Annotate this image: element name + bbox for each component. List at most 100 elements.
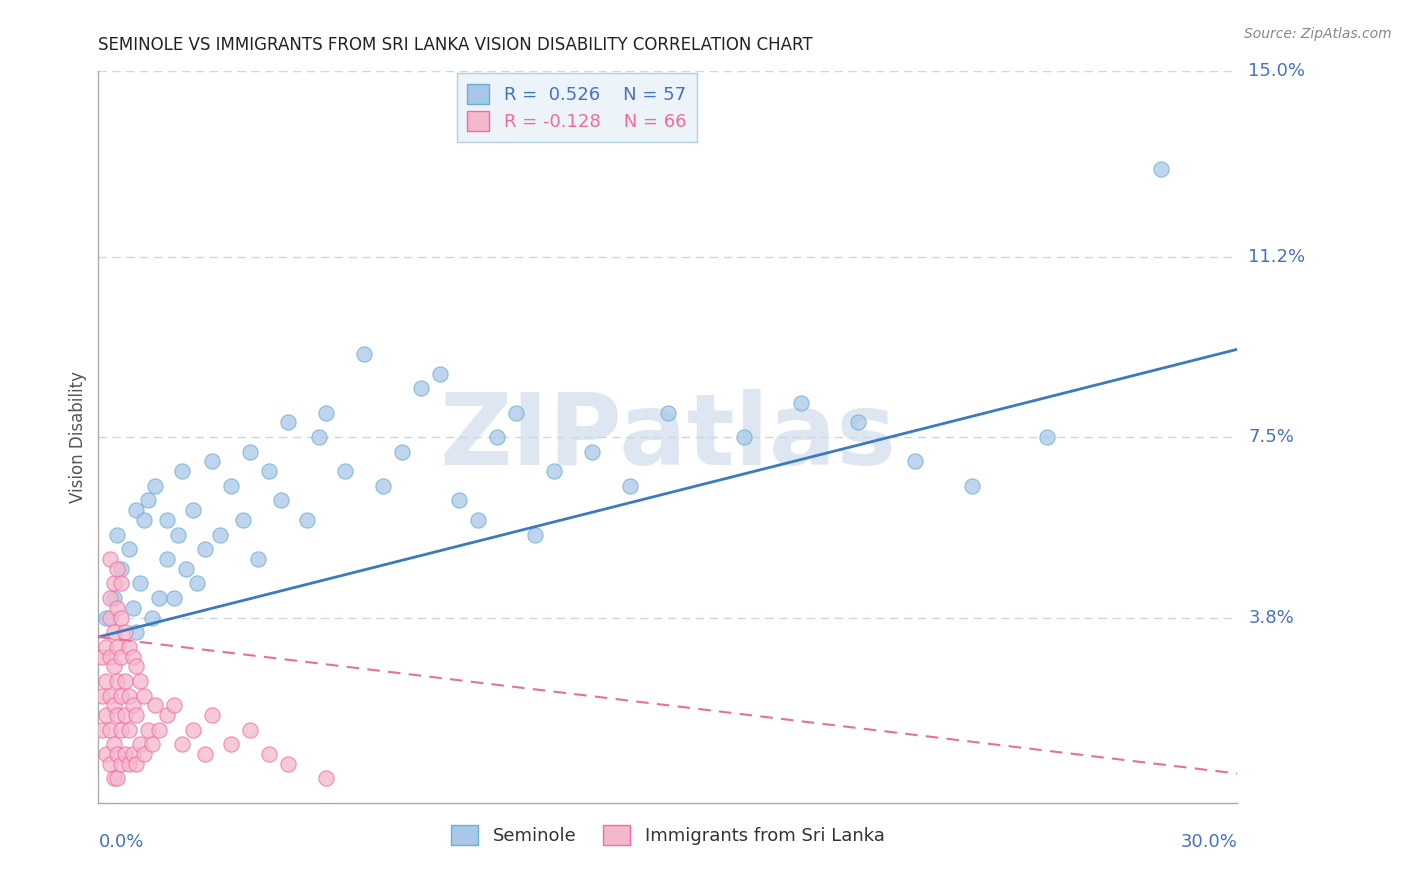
Point	[103, 576, 125, 591]
Point	[619, 479, 641, 493]
Point	[118, 723, 141, 737]
Point	[114, 747, 136, 761]
Point	[239, 444, 262, 458]
Point	[194, 542, 217, 557]
Point	[201, 454, 224, 468]
Point	[186, 576, 208, 591]
Point	[103, 625, 125, 640]
Point	[98, 689, 121, 703]
Point	[91, 723, 114, 737]
Point	[94, 747, 117, 761]
Point	[170, 737, 193, 751]
Point	[107, 562, 129, 576]
Text: 7.5%: 7.5%	[1249, 428, 1295, 446]
Text: SEMINOLE VS IMMIGRANTS FROM SRI LANKA VISION DISABILITY CORRELATION CHART: SEMINOLE VS IMMIGRANTS FROM SRI LANKA VI…	[98, 36, 813, 54]
Text: 11.2%: 11.2%	[1249, 248, 1306, 266]
Point	[110, 689, 132, 703]
Point	[121, 698, 143, 713]
Point	[486, 430, 509, 444]
Y-axis label: Vision Disability: Vision Disability	[69, 371, 87, 503]
Point	[657, 406, 679, 420]
Point	[98, 591, 121, 605]
Point	[543, 464, 565, 478]
Point	[110, 756, 132, 771]
Point	[156, 513, 179, 527]
Point	[315, 406, 337, 420]
Point	[107, 600, 129, 615]
Point	[110, 723, 132, 737]
Text: 15.0%: 15.0%	[1249, 62, 1305, 80]
Point	[733, 430, 755, 444]
Point	[110, 562, 132, 576]
Point	[183, 723, 205, 737]
Point	[103, 698, 125, 713]
Point	[145, 479, 167, 493]
Point	[110, 576, 132, 591]
Point	[960, 479, 983, 493]
Point	[103, 591, 125, 605]
Point	[107, 747, 129, 761]
Point	[246, 552, 269, 566]
Text: 0.0%: 0.0%	[98, 833, 143, 851]
Point	[132, 513, 155, 527]
Legend: Seminole, Immigrants from Sri Lanka: Seminole, Immigrants from Sri Lanka	[444, 818, 891, 852]
Point	[156, 552, 179, 566]
Point	[91, 689, 114, 703]
Point	[107, 772, 129, 786]
Point	[118, 640, 141, 654]
Point	[94, 708, 117, 723]
Point	[170, 464, 193, 478]
Point	[136, 723, 159, 737]
Point	[125, 659, 148, 673]
Point	[98, 756, 121, 771]
Point	[904, 454, 927, 468]
Point	[129, 673, 152, 688]
Point	[118, 689, 141, 703]
Point	[125, 708, 148, 723]
Point	[846, 416, 869, 430]
Point	[107, 640, 129, 654]
Point	[163, 591, 186, 605]
Point	[221, 479, 243, 493]
Point	[391, 444, 413, 458]
Point	[581, 444, 603, 458]
Point	[277, 416, 299, 430]
Point	[183, 503, 205, 517]
Point	[103, 737, 125, 751]
Point	[315, 772, 337, 786]
Point	[132, 747, 155, 761]
Point	[148, 723, 170, 737]
Point	[91, 649, 114, 664]
Point	[114, 625, 136, 640]
Point	[335, 464, 357, 478]
Point	[277, 756, 299, 771]
Point	[141, 737, 163, 751]
Point	[221, 737, 243, 751]
Point	[1150, 161, 1173, 176]
Point	[136, 493, 159, 508]
Point	[449, 493, 471, 508]
Point	[353, 347, 375, 361]
Point	[505, 406, 527, 420]
Point	[107, 708, 129, 723]
Point	[98, 649, 121, 664]
Text: Source: ZipAtlas.com: Source: ZipAtlas.com	[1244, 27, 1392, 41]
Point	[167, 527, 190, 541]
Point	[194, 747, 217, 761]
Point	[1036, 430, 1059, 444]
Point	[110, 610, 132, 624]
Point	[156, 708, 179, 723]
Point	[94, 610, 117, 624]
Point	[129, 737, 152, 751]
Point	[121, 600, 143, 615]
Point	[141, 610, 163, 624]
Point	[148, 591, 170, 605]
Point	[308, 430, 330, 444]
Point	[201, 708, 224, 723]
Point	[125, 503, 148, 517]
Point	[107, 673, 129, 688]
Point	[259, 464, 281, 478]
Point	[790, 396, 813, 410]
Point	[208, 527, 231, 541]
Point	[239, 723, 262, 737]
